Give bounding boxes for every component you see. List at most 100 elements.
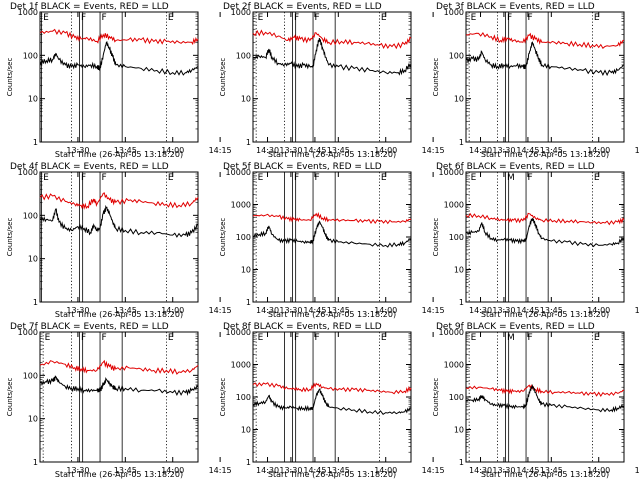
state-marker-label: E xyxy=(168,173,174,183)
x-tick-label: 14:00 xyxy=(587,306,610,315)
y-tick-label: 10 xyxy=(454,95,464,104)
x-tick-label: 14:30 xyxy=(469,306,492,315)
y-tick-label: 10 xyxy=(241,426,251,435)
y-axis-label: Counts/sec xyxy=(6,218,14,257)
state-marker-label: F xyxy=(81,13,86,23)
events-series-line xyxy=(252,38,412,76)
lld-series-line xyxy=(465,384,625,397)
x-tick-label: 14:45 xyxy=(516,306,539,315)
state-marker-label: F xyxy=(315,333,320,343)
x-axis-label: Start Time (26-Apr-05 13:18:20) xyxy=(481,310,609,319)
y-axis-label: Counts/sec xyxy=(219,58,227,97)
state-marker-label: E xyxy=(258,13,264,23)
panel-6: Det 6f BLACK = Events, RED = LLD 1 10 100 10… xyxy=(432,162,640,319)
y-tick-label: 1000 xyxy=(444,361,464,370)
y-tick-label: 1 xyxy=(33,298,38,307)
lld-series-line xyxy=(39,192,199,210)
y-tick-label: 10 xyxy=(241,95,251,104)
x-tick-label: 14:30 xyxy=(256,146,279,155)
y-tick-label: 1000 xyxy=(231,201,251,210)
x-tick-label: 14:45 xyxy=(516,146,539,155)
state-marker-label: F xyxy=(81,333,86,343)
x-axis-label: Start Time (26-Apr-05 13:18:20) xyxy=(55,470,183,479)
state-marker-label: E xyxy=(258,173,264,183)
y-tick-label: 1000 xyxy=(18,168,38,177)
events-series-line xyxy=(39,41,199,76)
y-tick-label: 1000 xyxy=(231,8,251,17)
state-marker-label: E xyxy=(471,333,477,343)
state-marker-label: F xyxy=(528,173,533,183)
panel-title: Det 9f BLACK = Events, RED = LLD xyxy=(436,322,595,332)
state-marker-label: F xyxy=(102,173,107,183)
y-tick-label: 10000 xyxy=(226,328,251,337)
y-tick-label: 1 xyxy=(246,458,251,467)
x-tick-label: 14:15 xyxy=(422,146,445,155)
state-marker-label: E xyxy=(594,333,600,343)
x-tick-label: 13:45 xyxy=(327,146,350,155)
x-tick-label: 13:45 xyxy=(540,466,563,475)
x-tick-label: 13:30 xyxy=(492,306,515,315)
x-tick-label: 14:15 xyxy=(209,466,232,475)
lld-series-line xyxy=(252,382,412,395)
panel-title: Det 5f BLACK = Events, RED = LLD xyxy=(223,162,382,172)
panel-title: Det 7f BLACK = Events, RED = LLD xyxy=(10,322,169,332)
x-tick-label: 14:00 xyxy=(161,466,184,475)
y-tick-label: 100 xyxy=(449,51,464,60)
y-tick-label: 1000 xyxy=(18,328,38,337)
state-marker-label: F xyxy=(294,173,299,183)
plot-frame xyxy=(39,171,199,303)
state-marker-label: E xyxy=(168,333,174,343)
x-tick-label: 14:45 xyxy=(303,466,326,475)
state-marker-label: E xyxy=(45,333,51,343)
x-tick-label: 14:15 xyxy=(635,146,640,155)
x-tick-label: 14:15 xyxy=(635,306,640,315)
panel-3: Det 3f BLACK = Events, RED = LLD 1 10 100 10… xyxy=(432,2,640,159)
x-tick-label: 13:30 xyxy=(279,146,302,155)
state-marker-label: M xyxy=(507,333,515,343)
state-marker-label: F xyxy=(528,13,533,23)
x-tick-label: 14:00 xyxy=(587,146,610,155)
panel-title: Det 1f BLACK = Events, RED = LLD xyxy=(10,2,169,12)
events-series-line xyxy=(39,375,199,397)
x-tick-label: 14:30 xyxy=(256,306,279,315)
state-marker-label: E xyxy=(258,333,264,343)
lld-series-line xyxy=(39,359,199,375)
state-marker-label: F xyxy=(315,13,320,23)
y-axis-label: Counts/sec xyxy=(219,218,227,257)
y-axis-label: Counts/sec xyxy=(432,58,440,97)
x-tick-label: 14:15 xyxy=(209,146,232,155)
y-tick-label: 10 xyxy=(28,255,38,264)
state-marker-label: E xyxy=(168,13,174,23)
plot-frame xyxy=(39,331,199,463)
y-tick-label: 1 xyxy=(459,458,464,467)
x-tick-label: 14:15 xyxy=(635,466,640,475)
y-axis-label: Counts/sec xyxy=(432,218,440,257)
y-tick-label: 10 xyxy=(28,95,38,104)
events-series-line xyxy=(39,204,199,238)
x-tick-label: 13:30 xyxy=(66,146,89,155)
plot-frame xyxy=(252,331,412,463)
y-tick-label: 100 xyxy=(23,51,38,60)
events-series-line xyxy=(465,383,625,413)
x-axis-label: Start Time (26-Apr-05 13:18:20) xyxy=(55,310,183,319)
state-marker-label: E xyxy=(43,13,49,23)
y-tick-label: 1000 xyxy=(18,8,38,17)
state-marker-label: E xyxy=(381,13,387,23)
y-axis-label: Counts/sec xyxy=(219,378,227,417)
y-tick-label: 10000 xyxy=(439,328,464,337)
x-axis-label: Start Time (26-Apr-05 13:18:20) xyxy=(481,150,609,159)
lld-series-line xyxy=(252,29,412,50)
plot-frame xyxy=(252,171,412,303)
panel-9: Det 9f BLACK = Events, RED = LLD 1 10 100 10… xyxy=(432,322,640,479)
x-tick-label: 14:30 xyxy=(469,466,492,475)
x-tick-label: 13:45 xyxy=(114,306,137,315)
y-tick-label: 10000 xyxy=(439,168,464,177)
x-tick-label: 13:45 xyxy=(540,146,563,155)
x-tick-label: 13:45 xyxy=(114,146,137,155)
x-tick-label: 13:30 xyxy=(492,466,515,475)
y-tick-label: 100 xyxy=(236,233,251,242)
panel-1: Det 1f BLACK = Events, RED = LLD 1 10 100 10… xyxy=(6,2,326,159)
state-marker-label: F xyxy=(102,333,107,343)
state-marker-label: F xyxy=(102,13,107,23)
y-tick-label: 1 xyxy=(246,298,251,307)
